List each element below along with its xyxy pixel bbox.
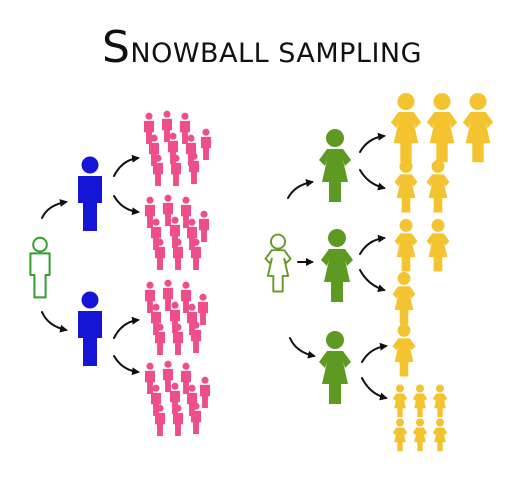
arrow-seed-to-r3	[289, 337, 316, 359]
left-wave2-group-3	[144, 279, 209, 355]
right-wave1-person-2-icon	[321, 229, 353, 302]
arrow-bottom-to-group3	[113, 316, 140, 339]
right-wave2-group-4	[392, 271, 416, 325]
left-seed-person-icon	[29, 236, 51, 299]
arrow-bottom-to-group4	[113, 355, 140, 376]
arrow-r2-down	[359, 269, 386, 293]
arrow-top-to-group2	[113, 195, 140, 216]
right-wave1-person-3-icon	[319, 331, 351, 404]
diagram-title: SNOWBALL SAMPLING	[0, 22, 524, 73]
left-wave2-group-2	[144, 194, 210, 270]
title-initial: S	[101, 22, 131, 73]
arrow-seed-to-bottom	[41, 311, 68, 333]
right-wave2-group-2	[394, 159, 450, 213]
right-wave2-group-6	[392, 384, 448, 452]
right-wave1-person-1-icon	[319, 129, 351, 202]
left-tree-arrows	[41, 154, 140, 376]
right-seed-person-icon	[264, 233, 292, 293]
left-wave1-person-bottom-icon	[78, 291, 102, 366]
right-wave2-group-3	[394, 218, 450, 272]
right-wave2-group-5	[392, 323, 416, 377]
left-wave1-person-top-icon	[78, 156, 102, 231]
arrow-r2-up	[359, 234, 386, 255]
right-wave2-group-1	[390, 92, 494, 163]
left-wave2-group-4	[144, 360, 211, 436]
left-wave2-group-1	[143, 110, 212, 186]
arrow-r1-up	[359, 132, 386, 153]
right-tree-arrows	[287, 132, 388, 401]
arrow-r3-up	[361, 342, 388, 363]
arrow-seed-to-top	[41, 199, 68, 219]
arrow-r3-down	[361, 377, 388, 401]
title-rest: NOWBALL SAMPLING	[130, 38, 423, 69]
arrow-top-to-group1	[113, 154, 140, 177]
arrow-r1-down	[359, 169, 386, 191]
arrow-seed-to-r1	[287, 179, 314, 199]
